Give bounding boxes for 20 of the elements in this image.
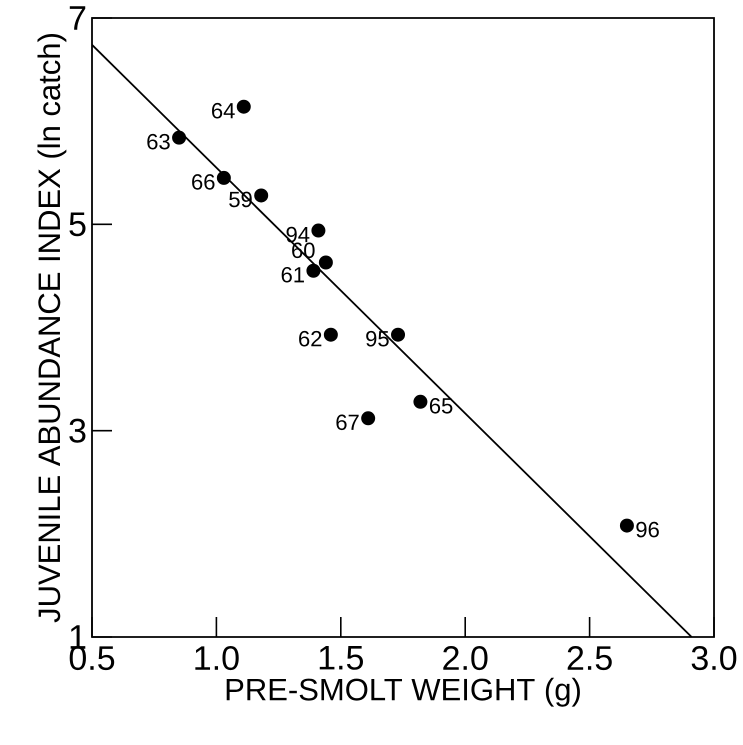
annotation: 96: [636, 522, 659, 538]
y-axis-title: JUVENILE ABUNDANCE INDEX (ln catch): [37, 34, 66, 622]
y-tick-label: 7: [70, 6, 86, 30]
x-tick-label: 2.5: [568, 646, 612, 670]
annotation: 61: [282, 266, 304, 283]
x-tick-label: 3.0: [692, 646, 736, 670]
annotation: 62: [299, 330, 322, 347]
annotation: 94: [286, 226, 310, 242]
x-axis-title: PRE-SMOLT WEIGHT (g): [226, 678, 580, 707]
annotation: 65: [430, 398, 452, 414]
annotation: 66: [192, 174, 215, 190]
x-tick-label: 1.5: [320, 646, 363, 670]
x-tick-label: 2.0: [443, 646, 488, 670]
annotation: 95: [366, 330, 389, 347]
annotation: 63: [147, 134, 170, 150]
annotation: 64: [212, 102, 235, 119]
y-tick-label: 3: [69, 418, 86, 443]
annotation: 67: [336, 414, 359, 430]
y-tick-label: 5: [69, 212, 86, 236]
x-tick-label: 1.0: [195, 646, 239, 670]
